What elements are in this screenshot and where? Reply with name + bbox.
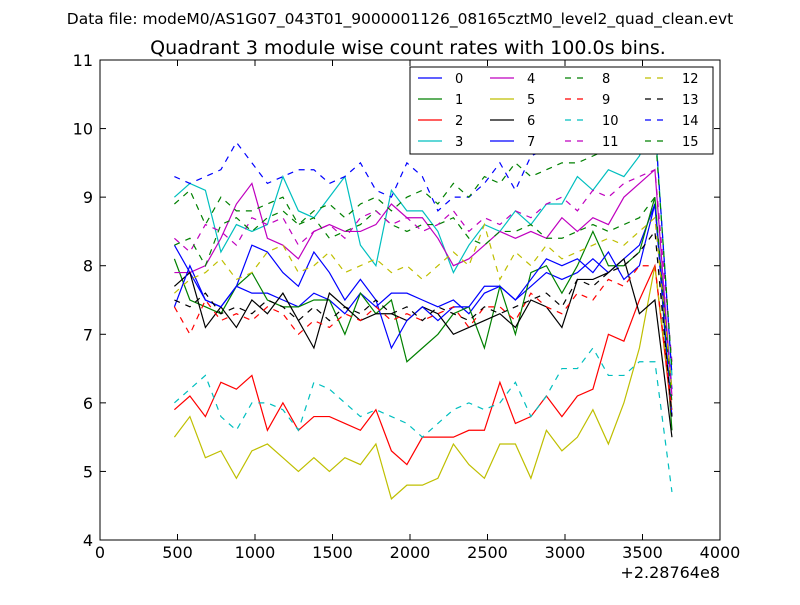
x-tick-label: 500: [162, 543, 193, 562]
legend-label-15: 15: [682, 135, 699, 150]
series-line-12: [174, 216, 673, 390]
legend-label-14: 14: [682, 114, 699, 129]
series-line-5: [173, 265, 673, 500]
y-tick-label: 5: [83, 462, 93, 481]
series-layer: [173, 121, 673, 500]
y-tick-label: 8: [83, 257, 93, 276]
legend-label-2: 2: [455, 114, 463, 129]
series-line-15: [174, 127, 673, 369]
legend-label-12: 12: [682, 72, 699, 87]
x-tick-label: 3000: [545, 543, 586, 562]
series-line-13: [174, 229, 673, 417]
legend-label-9: 9: [602, 93, 610, 108]
y-tick-label: 6: [83, 394, 93, 413]
figure-suptitle: Data file: modeM0/AS1G07_043T01_90000011…: [67, 10, 733, 29]
legend-label-13: 13: [682, 93, 699, 108]
x-tick-label: 3500: [622, 543, 663, 562]
series-line-14: [174, 121, 673, 376]
legend-label-5: 5: [527, 93, 535, 108]
series-line-7: [173, 203, 673, 417]
series-line-1: [173, 196, 673, 431]
x-tick-label: 0: [95, 543, 105, 562]
x-tick-label: 2000: [390, 543, 431, 562]
y-tick-label: 4: [83, 531, 93, 550]
legend-frame: [409, 66, 714, 155]
x-tick-label: 1500: [312, 543, 353, 562]
legend-label-8: 8: [602, 72, 610, 87]
legend-label-1: 1: [455, 93, 463, 108]
x-tick-label: 4000: [700, 543, 741, 562]
legend-label-7: 7: [527, 135, 535, 150]
series-line-10: [174, 346, 673, 493]
x-tick-label: 1000: [235, 543, 276, 562]
x-offset-label: +2.28764e8: [620, 563, 720, 582]
legend-label-3: 3: [455, 135, 463, 150]
plot-area: 0 500 1000 1500 2000 2500 3000 3500 400045678910…: [73, 51, 741, 562]
y-tick-label: 7: [83, 325, 93, 344]
chart-title: Quadrant 3 module wise count rates with …: [150, 37, 666, 59]
legend-label-0: 0: [455, 72, 463, 87]
legend-label-11: 11: [602, 135, 619, 150]
series-line-3: [174, 121, 673, 376]
x-tick-label: 2500: [467, 543, 508, 562]
y-tick-label: 10: [73, 120, 93, 139]
series-line-4: [174, 168, 673, 397]
series-line-9: [173, 265, 673, 410]
legend-label-4: 4: [527, 72, 535, 87]
y-tick-label: 9: [83, 188, 93, 207]
legend-label-10: 10: [602, 114, 619, 129]
series-line-0: [173, 203, 673, 390]
legend-label-6: 6: [527, 114, 535, 129]
y-tick-label: 11: [73, 51, 93, 70]
tick-layer: 0 500 1000 1500 2000 2500 3000 3500 400045678910…: [73, 51, 741, 562]
